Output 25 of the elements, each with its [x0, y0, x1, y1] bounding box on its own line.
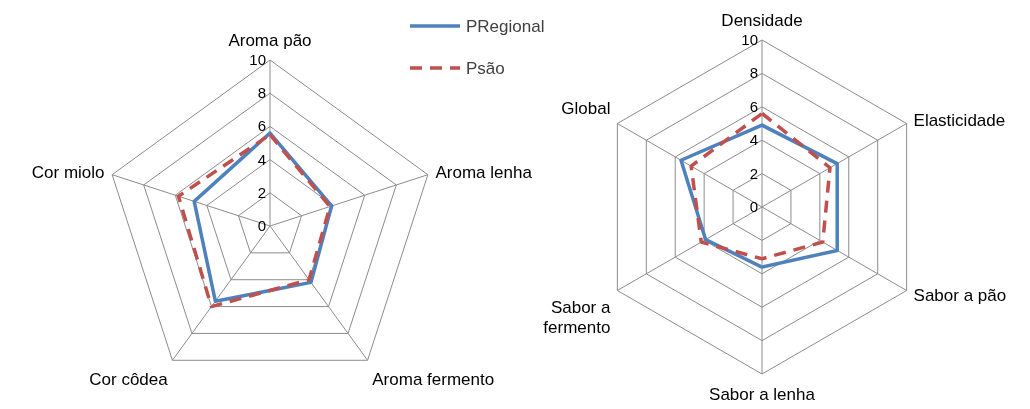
y-tick-label: 8	[749, 64, 758, 82]
spoke-label: Cor côdea	[89, 369, 169, 389]
spoke-label: Global	[561, 98, 611, 118]
y-tick-label: 10	[249, 51, 266, 68]
spoke-label: Sabor a lenha	[709, 385, 816, 404]
y-tick-label: 2	[257, 183, 266, 201]
legend-label: Psão	[466, 59, 505, 78]
spoke-label: Aroma lenha	[435, 163, 533, 183]
spoke-label: Elasticidade	[913, 110, 1006, 130]
spoke-label: Densidade	[721, 11, 803, 30]
spoke-label: Sabor a pão	[913, 285, 1007, 305]
y-tick-label: 6	[749, 97, 758, 115]
spoke-label: Sabor a fermento	[543, 297, 611, 337]
y-tick-label: 4	[257, 150, 266, 168]
legend-label: PRegional	[466, 17, 545, 36]
y-tick-label: 0	[257, 217, 266, 234]
y-tick-label: 0	[749, 198, 758, 215]
spoke-label: Aroma fermento	[372, 369, 495, 389]
spoke-label: Aroma pão	[228, 31, 312, 50]
y-tick-label: 2	[749, 164, 758, 182]
y-tick-label: 6	[257, 117, 266, 135]
y-tick-label: 8	[257, 84, 266, 102]
y-tick-label: 4	[749, 131, 758, 149]
spoke-label: Cor miolo	[31, 163, 105, 183]
y-tick-label: 10	[741, 31, 758, 48]
